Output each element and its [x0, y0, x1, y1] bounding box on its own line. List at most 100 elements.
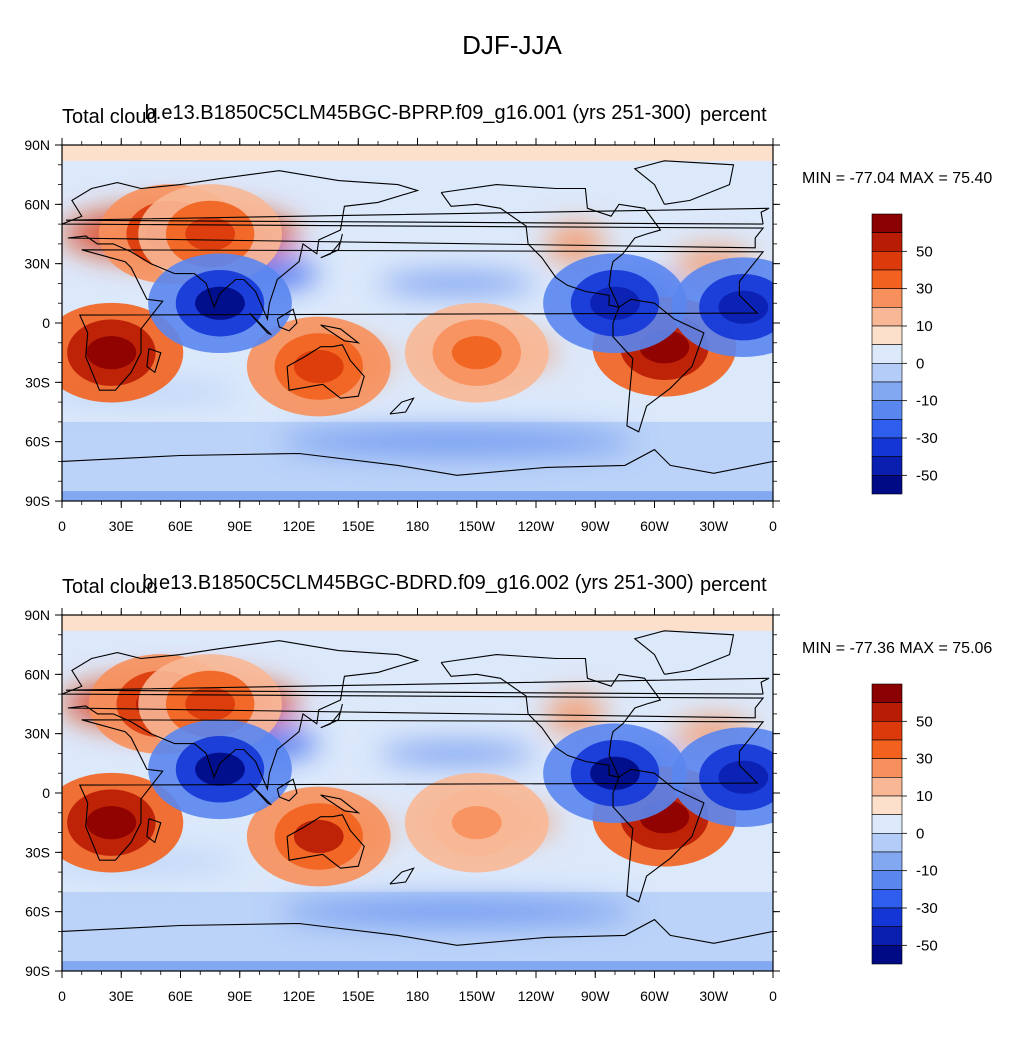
coastline	[276, 778, 298, 802]
colorbar-swatch	[871, 721, 903, 741]
coastline	[320, 703, 343, 729]
band-arctic	[62, 145, 773, 161]
coastline	[78, 249, 765, 391]
x-tick-label: 150W	[458, 988, 495, 1004]
colorbar-swatch	[871, 475, 903, 495]
y-tick-label: 90S	[25, 493, 50, 509]
colorbar-swatch	[871, 926, 903, 946]
y-tick-label: 30S	[25, 374, 50, 390]
x-tick-label: 180	[406, 988, 430, 1004]
x-tick-label: 0	[769, 988, 777, 1004]
field-contour	[718, 290, 769, 324]
case-label: b.e13.B1850C5CLM45BGC-BPRP.f09_g16.001 (…	[144, 102, 692, 124]
colorbar-swatch	[871, 307, 903, 327]
y-tick-label: 0	[42, 315, 50, 331]
x-tick-label: 90W	[581, 518, 611, 534]
map-panel-bottom: Total cloud b.e13.B1850C5CLM45BGC-BDRD.f…	[0, 570, 1024, 1040]
colorbar-swatch	[871, 363, 903, 383]
colorbar-swatch	[871, 269, 903, 289]
coastline	[146, 818, 162, 844]
colorbar-swatch	[871, 437, 903, 457]
coastline	[320, 794, 361, 814]
colorbar-swatch	[871, 683, 903, 703]
min-max-label: MIN = -77.04 MAX = 75.40	[802, 170, 993, 187]
field-contour	[86, 806, 137, 840]
colorbar-swatch	[871, 325, 903, 345]
x-tick-label: 180	[406, 518, 430, 534]
coastline	[276, 308, 298, 332]
field-contour	[86, 336, 137, 370]
band-arctic	[62, 615, 773, 631]
coastline	[440, 184, 662, 308]
y-tick-label: 90N	[24, 137, 50, 153]
colorbar-label: -30	[916, 900, 938, 917]
colorbar-swatch	[871, 870, 903, 890]
x-tick-label: 60W	[640, 518, 670, 534]
map-plot: 90N 60N 30N 0 30S 60S 90S 0 30E 60E 90E 120E 150E 180…	[24, 607, 938, 1004]
colorbar-swatch	[871, 777, 903, 797]
colorbar-label: -10	[916, 393, 938, 410]
colorbar-swatch	[871, 795, 903, 815]
units-label: percent	[700, 574, 767, 596]
x-tick-label: 150E	[342, 518, 375, 534]
y-tick-label: 30N	[24, 256, 50, 272]
colorbar-label: -30	[916, 430, 938, 447]
x-tick-label: 60E	[168, 518, 193, 534]
colorbar-label: -50	[916, 467, 938, 484]
coastline	[62, 640, 765, 792]
coastline	[65, 677, 770, 695]
x-tick-label: 150E	[342, 988, 375, 1004]
coastline	[249, 312, 272, 336]
coastline	[62, 448, 773, 476]
coastline	[286, 814, 365, 869]
colorbar: 50 30 10 0 -10 -30 -50	[871, 213, 938, 495]
field-contour	[718, 760, 769, 794]
coastline	[612, 298, 705, 433]
coastline	[389, 397, 415, 415]
x-tick-label: 90E	[227, 988, 252, 1004]
y-tick-label: 30S	[25, 844, 50, 860]
colorbar-swatch	[871, 739, 903, 759]
band-south-pole	[62, 491, 773, 501]
variable-label: Total cloud	[62, 576, 158, 598]
map-panel-top: Total cloud b.e13.B1850C5CLM45BGC-BPRP.f…	[0, 100, 1024, 570]
colorbar-label: 0	[916, 825, 924, 842]
x-tick-label: 120W	[518, 518, 555, 534]
colorbar-swatch	[871, 288, 903, 308]
colorbar-label: 50	[916, 243, 933, 260]
colorbar-swatch	[871, 907, 903, 927]
x-tick-label: 30W	[699, 988, 729, 1004]
colorbar-swatch	[871, 381, 903, 401]
colorbar-swatch	[871, 419, 903, 439]
y-tick-label: 60S	[25, 904, 50, 920]
x-tick-label: 0	[58, 518, 66, 534]
x-tick-label: 120W	[518, 988, 555, 1004]
field-contour	[451, 336, 502, 370]
coastline	[62, 170, 765, 322]
colorbar-swatch	[871, 702, 903, 722]
y-tick-label: 0	[42, 785, 50, 801]
colorbar-swatch	[871, 213, 903, 233]
case-label: b.e13.B1850C5CLM45BGC-BDRD.f09_g16.002 (…	[142, 572, 694, 594]
coastline	[146, 348, 162, 374]
colorbar-label: 10	[916, 788, 933, 805]
field-contour	[590, 286, 640, 320]
coastline	[78, 719, 765, 861]
x-tick-label: 60E	[168, 988, 193, 1004]
field-contour	[195, 752, 245, 786]
coastline	[633, 160, 735, 205]
coastline	[62, 918, 773, 946]
colorbar-label: -10	[916, 863, 938, 880]
x-tick-label: 150W	[458, 518, 495, 534]
x-tick-label: 90E	[227, 518, 252, 534]
min-max-label: MIN = -77.36 MAX = 75.06	[802, 640, 993, 657]
coastline	[320, 233, 343, 259]
y-tick-label: 60S	[25, 434, 50, 450]
y-tick-label: 30N	[24, 726, 50, 742]
field-contour	[185, 687, 236, 721]
colorbar-label: -50	[916, 937, 938, 954]
variable-label: Total cloud	[62, 106, 158, 128]
x-tick-label: 120E	[283, 988, 316, 1004]
field-contour	[293, 349, 344, 384]
figure-title: DJF-JJA	[462, 30, 562, 60]
